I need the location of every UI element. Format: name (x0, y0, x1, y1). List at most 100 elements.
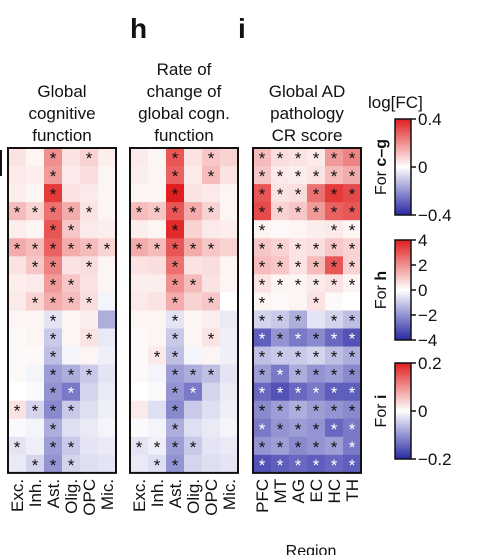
heatmap-cell (8, 454, 27, 474)
column-label: Inh. (26, 479, 45, 507)
heatmap-cell (62, 400, 81, 420)
heatmap-cell (166, 328, 185, 347)
heatmap-title-line: global cogn. (138, 104, 230, 123)
significance-star: * (349, 257, 356, 276)
heatmap-cell (202, 184, 221, 203)
heatmap-cell (220, 256, 239, 275)
heatmap-cell (343, 310, 362, 329)
significance-star: * (259, 330, 266, 349)
heatmap-cell (343, 418, 362, 438)
heatmap-cell (44, 220, 63, 239)
heatmap-cell (184, 436, 203, 456)
heatmap-cell (130, 256, 149, 275)
heatmap-cell (44, 148, 63, 167)
heatmap-cell (289, 328, 308, 347)
significance-star: * (277, 438, 284, 457)
heatmap-cell (289, 274, 308, 293)
heatmap-cell (148, 436, 167, 456)
colorbar-tick-label: −2 (418, 306, 437, 325)
heatmap-cell (26, 418, 45, 438)
heatmap-cell (26, 202, 45, 221)
heatmap-cell (148, 292, 167, 311)
heatmap-cell (62, 220, 81, 239)
heatmap-cell (184, 454, 203, 474)
column-label: Ast. (166, 479, 185, 508)
significance-star: * (349, 384, 356, 403)
heatmap-cell (130, 148, 149, 167)
heatmap-cell (8, 292, 27, 311)
heatmap-cell (26, 184, 45, 203)
significance-star: * (277, 185, 284, 204)
significance-star: * (277, 366, 284, 385)
heatmap-cell (80, 310, 99, 329)
heatmap-cell (8, 346, 27, 365)
heatmap-cell (307, 238, 326, 257)
heatmap-cell (325, 292, 344, 311)
heatmap-cell (80, 292, 99, 311)
significance-star: * (295, 185, 302, 204)
heatmap-cell (343, 400, 362, 420)
significance-star: * (50, 275, 57, 294)
colorbar-gradient (394, 239, 412, 341)
heatmap-cell (130, 364, 149, 384)
colorbar-tick-label: 4 (418, 231, 427, 250)
heatmap-cell (44, 436, 63, 456)
heatmap-cell (253, 184, 272, 203)
significance-star: * (349, 185, 356, 204)
heatmap-cell (325, 148, 344, 167)
significance-star: * (68, 239, 75, 258)
significance-star: * (50, 167, 57, 186)
heatmap-cell (80, 364, 99, 384)
significance-star: * (50, 456, 57, 475)
significance-star: * (277, 384, 284, 403)
significance-star: * (154, 203, 161, 222)
significance-star: * (14, 438, 21, 457)
significance-star: * (277, 420, 284, 439)
heatmap-cell (26, 346, 45, 365)
heatmap-cell (343, 382, 362, 402)
heatmap-cell (166, 364, 185, 384)
heatmap-cell (98, 292, 117, 311)
heatmap-cell (289, 346, 308, 365)
significance-star: * (259, 402, 266, 421)
significance-star: * (86, 257, 93, 276)
heatmap-cell (271, 220, 290, 239)
significance-star: * (295, 239, 302, 258)
significance-star: * (208, 149, 215, 168)
heatmap-cell (130, 184, 149, 203)
significance-star: * (313, 257, 320, 276)
heatmap-cell (148, 184, 167, 203)
heatmap-cell (325, 400, 344, 420)
colorbar-tick-label: 2 (418, 256, 427, 275)
heatmap-cell (271, 166, 290, 185)
significance-star: * (32, 239, 39, 258)
significance-star: * (14, 239, 21, 258)
significance-star: * (349, 275, 356, 294)
heatmap-cell (98, 220, 117, 239)
significance-star: * (50, 420, 57, 439)
heatmap-cell (289, 436, 308, 456)
significance-star: * (172, 366, 179, 385)
heatmap-cell (220, 328, 239, 347)
heatmap-cell (80, 400, 99, 420)
heatmap-cell (26, 328, 45, 347)
heatmap-cell (8, 202, 27, 221)
heatmap-cell (130, 220, 149, 239)
significance-star: * (14, 203, 21, 222)
heatmap-cell (307, 436, 326, 456)
significance-star: * (190, 275, 197, 294)
heatmap-cell (307, 184, 326, 203)
significance-star: * (277, 257, 284, 276)
heatmap-cell (184, 418, 203, 438)
heatmap-cell (325, 256, 344, 275)
significance-star: * (172, 402, 179, 421)
significance-star: * (259, 275, 266, 294)
heatmap-cell (271, 400, 290, 420)
heatmap-cell (253, 436, 272, 456)
heatmap-cell (130, 328, 149, 347)
heatmap-cell (220, 400, 239, 420)
colorbar-label: For i (373, 395, 390, 428)
significance-star: * (331, 420, 338, 439)
